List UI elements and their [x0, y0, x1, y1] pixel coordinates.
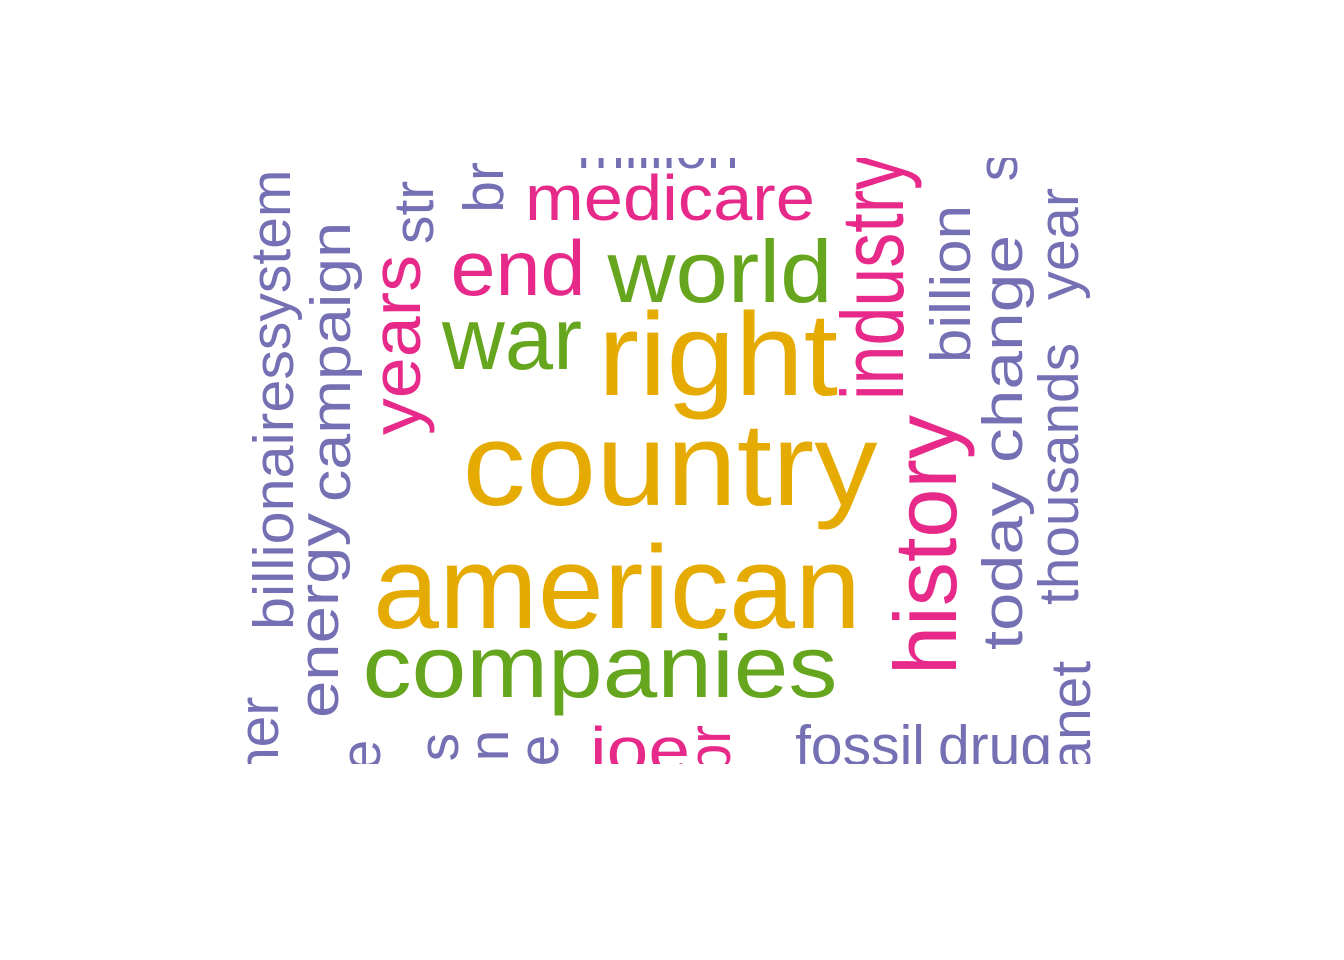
word-pr: pr [676, 725, 743, 775]
word-year: year [1027, 188, 1091, 300]
word-campaign: campaign [299, 222, 363, 502]
word-billion: billion [919, 205, 983, 363]
word-energy: energy [287, 512, 351, 718]
word-together: together [227, 697, 291, 906]
word-industry: industry [823, 155, 922, 400]
word-american: american [373, 522, 861, 654]
word-joe: joe [588, 714, 690, 786]
word-history: history [876, 415, 975, 675]
word-thousands: thousands [1027, 343, 1091, 605]
word-end: end [451, 224, 586, 312]
word-country: country [463, 399, 878, 531]
word-e: e [507, 735, 571, 767]
word-n: n [457, 730, 521, 762]
word-system: system [239, 170, 303, 351]
word-str: str [382, 181, 446, 244]
word-planet: planet [1039, 661, 1103, 816]
word-fossil: fossil [795, 714, 925, 778]
word-br: br [452, 162, 516, 213]
word-million: million [577, 117, 739, 181]
word-change: change [971, 235, 1035, 463]
word-s: s [966, 153, 1030, 182]
word-years: years [357, 255, 435, 435]
word-e: e [329, 740, 393, 772]
word-billionaires: billionaires [242, 350, 306, 630]
word-world: world [606, 222, 832, 321]
word-war: war [441, 289, 582, 388]
word-drug: drug [938, 714, 1052, 778]
word-s: s [407, 733, 471, 762]
word-right: right [598, 289, 838, 421]
word-today: today [971, 481, 1035, 650]
word-medicare: medicare [525, 162, 815, 234]
word-companies: companies [363, 617, 838, 716]
